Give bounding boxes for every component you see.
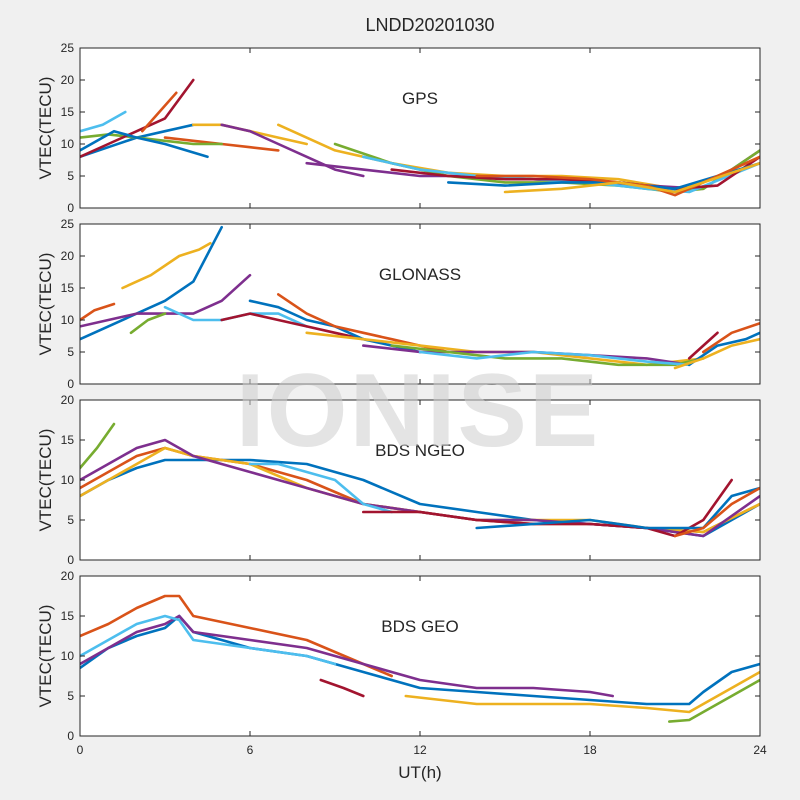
y-tick-label: 0 xyxy=(67,377,74,391)
y-tick-label: 25 xyxy=(61,217,75,231)
y-tick-label: 0 xyxy=(67,729,74,743)
y-tick-label: 5 xyxy=(67,169,74,183)
y-tick-label: 10 xyxy=(61,473,75,487)
series-line xyxy=(404,670,760,714)
series-line xyxy=(667,678,760,723)
series-line xyxy=(121,241,212,290)
x-tick-label: 0 xyxy=(77,743,84,757)
series-line xyxy=(80,302,116,322)
y-tick-label: 0 xyxy=(67,553,74,567)
series-line xyxy=(475,486,760,530)
series-line xyxy=(80,594,394,678)
y-axis-label: VTEC(TECU) xyxy=(36,429,55,532)
x-tick-label: 24 xyxy=(753,743,767,757)
x-axis-label: UT(h) xyxy=(398,763,441,782)
panel-label: GLONASS xyxy=(379,265,461,284)
panel-plot-area xyxy=(80,576,760,736)
y-tick-label: 15 xyxy=(61,281,75,295)
y-tick-label: 5 xyxy=(67,345,74,359)
y-tick-label: 20 xyxy=(61,569,75,583)
series-line xyxy=(248,462,394,514)
y-tick-label: 10 xyxy=(61,649,75,663)
series-line xyxy=(673,337,760,370)
y-tick-label: 15 xyxy=(61,433,75,447)
series-line xyxy=(319,678,365,698)
series-line xyxy=(390,155,760,191)
y-tick-label: 15 xyxy=(61,609,75,623)
y-tick-label: 10 xyxy=(61,137,75,151)
y-tick-label: 25 xyxy=(61,41,75,55)
x-tick-label: 18 xyxy=(583,743,597,757)
series-line xyxy=(361,478,734,538)
y-tick-label: 20 xyxy=(61,249,75,263)
y-axis-label: VTEC(TECU) xyxy=(36,77,55,180)
series-line xyxy=(80,78,195,159)
panel-label: GPS xyxy=(402,89,438,108)
series-group xyxy=(80,422,760,538)
series-group xyxy=(80,225,760,370)
series-line xyxy=(80,129,209,159)
y-tick-label: 20 xyxy=(61,393,75,407)
series-line xyxy=(141,91,178,133)
series-line xyxy=(687,331,719,360)
y-tick-label: 5 xyxy=(67,513,74,527)
series-group xyxy=(80,78,760,197)
figure-title: LNDD20201030 xyxy=(365,15,494,35)
series-group xyxy=(80,594,760,723)
y-tick-label: 5 xyxy=(67,689,74,703)
y-tick-label: 10 xyxy=(61,313,75,327)
x-tick-label: 12 xyxy=(413,743,427,757)
y-tick-label: 15 xyxy=(61,105,75,119)
panel-label: BDS GEO xyxy=(381,617,458,636)
series-line xyxy=(80,614,337,666)
y-axis-label: VTEC(TECU) xyxy=(36,605,55,708)
panel-2: 0 5 10 15 20 BDS NGEO VTEC(TECU) xyxy=(36,393,761,567)
series-line xyxy=(80,133,223,146)
series-line xyxy=(80,614,615,698)
series-line xyxy=(80,422,116,470)
y-axis-label: VTEC(TECU) xyxy=(36,253,55,356)
panel-1: 0 5 10 15 20 25 GLONASS VTEC(TECU) xyxy=(36,217,761,391)
series-line xyxy=(446,161,760,191)
series-line xyxy=(701,321,760,354)
series-line xyxy=(80,614,760,706)
series-line xyxy=(687,331,760,367)
panel-plot-area xyxy=(80,400,760,560)
panel-label: BDS NGEO xyxy=(375,441,465,460)
series-line xyxy=(418,350,691,367)
series-line xyxy=(80,225,223,341)
panel-plot-area xyxy=(80,48,760,208)
series-line xyxy=(220,123,365,178)
x-tick-label: 6 xyxy=(247,743,254,757)
series-line xyxy=(503,161,760,194)
y-tick-label: 20 xyxy=(61,73,75,87)
series-line xyxy=(673,486,760,538)
y-tick-label: 0 xyxy=(67,201,74,215)
panel-0: 0 5 10 15 20 25 GPS VTEC(TECU) xyxy=(36,41,761,215)
panel-3: 0 5 10 15 20 0 6 12 18 24 BDS GEO VTEC(TECU) xyxy=(36,569,767,757)
series-line xyxy=(129,312,167,335)
series-line xyxy=(80,110,127,133)
series-line xyxy=(220,312,365,341)
